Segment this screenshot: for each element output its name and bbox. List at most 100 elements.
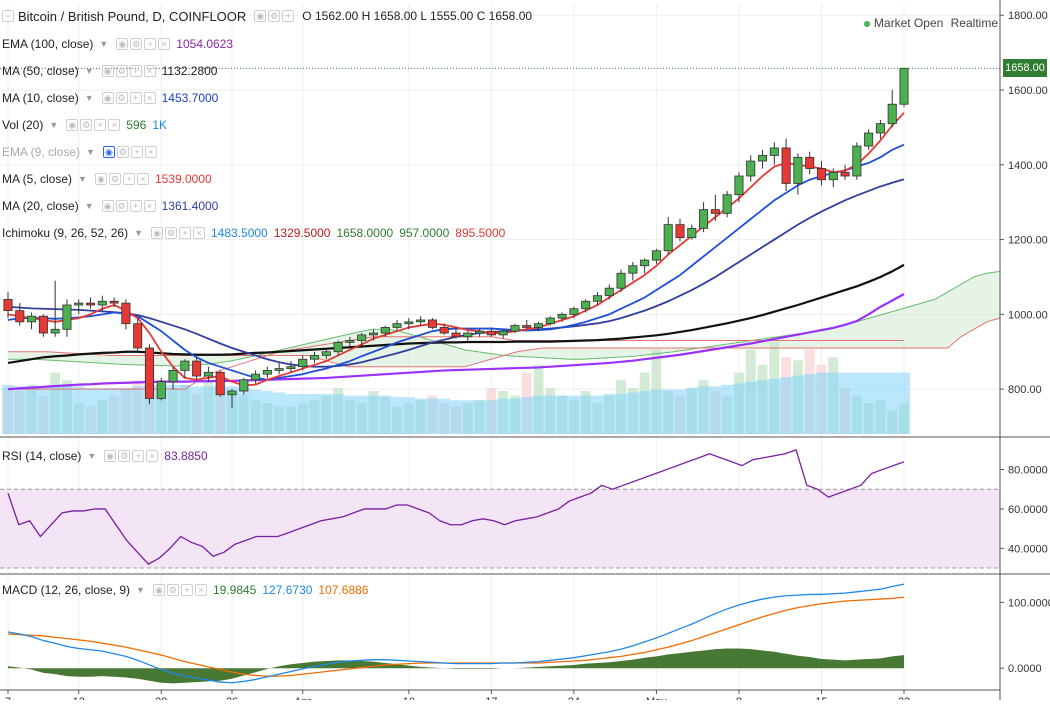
candle [62,299,72,337]
add-icon[interactable]: + [132,450,145,462]
legend-ichimoku: Ichimoku (9, 26, 52, 26) ▼ ◉ ⚙ + × 1483.5000 13… [2,223,505,243]
close-icon[interactable]: × [143,200,156,212]
candle [109,297,119,307]
legend-ema9-name[interactable]: EMA (9, close) [2,145,81,159]
ma50-line [7,263,905,365]
eye-icon[interactable]: ◉ [101,200,114,212]
rsi-name[interactable]: RSI (14, close) [2,449,82,463]
eye-icon[interactable]: ◉ [102,146,115,158]
settings-icon[interactable]: ⚙ [115,92,128,104]
close-icon[interactable]: × [194,584,207,596]
chevron-down-icon[interactable]: ▼ [49,120,59,130]
settings-icon[interactable]: ⚙ [166,584,179,596]
candle-body [758,155,768,162]
eye-icon[interactable]: ◉ [254,10,267,22]
settings-icon[interactable]: ⚙ [80,119,93,131]
legend-ma20-name[interactable]: MA (20, close) [2,199,79,213]
rsi-legend: RSI (14, close) ▼ ◉ ⚙ + × 83.8850 [2,446,208,466]
settings-icon[interactable]: ⚙ [118,450,131,462]
legend-ma50-tools: ◉ ⚙ + × [101,65,156,77]
settings-icon[interactable]: ⚙ [130,38,143,50]
close-icon[interactable]: × [144,146,157,158]
add-icon[interactable]: + [144,38,157,50]
macd-tick-label: 0.0000 [1008,663,1042,675]
legend-ma50-name[interactable]: MA (50, close) [2,64,79,78]
eye-icon[interactable]: ◉ [66,119,79,131]
eye-icon[interactable]: ◉ [101,92,114,104]
candle [769,142,779,165]
symbol-title[interactable]: Bitcoin / British Pound, D, COINFLOOR [18,8,247,24]
chevron-down-icon[interactable]: ▼ [84,66,94,76]
close-icon[interactable]: × [193,227,205,239]
macd-name[interactable]: MACD (12, 26, close, 9) [2,583,131,597]
legend-vol-name[interactable]: Vol (20) [2,118,44,132]
candle-body [557,313,567,319]
settings-icon[interactable]: ⚙ [116,146,129,158]
legend-ma5-name[interactable]: MA (5, close) [2,172,73,186]
settings-icon[interactable]: ⚙ [268,10,281,22]
chevron-down-icon[interactable]: ▼ [78,174,87,184]
chevron-down-icon[interactable]: ▼ [84,93,94,103]
chevron-down-icon[interactable]: ▼ [84,201,94,211]
candle-body [74,302,84,306]
eye-icon[interactable]: ◉ [94,173,107,185]
candle [569,306,579,319]
add-icon[interactable]: + [94,119,107,131]
candle-body [121,302,131,325]
candle-body [368,332,379,336]
legend-ema100-tools: ◉ ⚙ + × [116,38,171,50]
candle-body [192,360,202,377]
chevron-down-icon[interactable]: ▼ [99,39,109,49]
add-icon[interactable]: + [129,200,142,212]
candle [828,168,838,188]
add-icon[interactable]: + [282,10,295,22]
candle [604,284,614,300]
chevron-down-icon[interactable]: ▼ [136,585,145,595]
chevron-down-icon[interactable]: ▼ [86,147,95,157]
legend-ema100-name[interactable]: EMA (100, close) [2,37,94,51]
candle-body [404,321,414,325]
settings-icon[interactable]: ⚙ [108,173,121,185]
candle-body [50,328,60,334]
close-icon[interactable]: × [143,92,156,104]
close-icon[interactable]: × [108,119,121,131]
add-icon[interactable]: + [122,173,135,185]
settings-icon[interactable]: ⚙ [115,65,128,77]
eye-icon[interactable]: ◉ [101,65,114,77]
candle-body [427,319,437,328]
add-icon[interactable]: + [129,65,142,77]
candle [522,319,532,330]
add-icon[interactable]: + [130,146,143,158]
candle-body [545,317,555,325]
close-icon[interactable]: × [143,65,156,77]
last-price-tag: 1658.00 [1003,59,1047,78]
add-icon[interactable]: + [180,584,193,596]
candle-body [298,358,308,368]
settings-icon[interactable]: ⚙ [165,227,177,239]
chevron-down-icon[interactable]: ▼ [134,228,143,238]
close-icon[interactable]: × [158,38,171,50]
legend-ma10-name[interactable]: MA (10, close) [2,91,79,105]
legend-ichimoku-name[interactable]: Ichimoku (9, 26, 52, 26) [2,226,129,240]
candle [687,224,697,240]
chevron-down-icon[interactable]: ▼ [87,451,97,461]
eye-icon[interactable]: ◉ [104,450,117,462]
candle [298,355,308,371]
eye-icon[interactable]: ◉ [116,38,129,50]
candle-body [675,224,685,239]
add-icon[interactable]: + [129,92,142,104]
eye-icon[interactable]: ◉ [151,227,163,239]
candle-body [687,227,697,239]
eye-icon[interactable]: ◉ [152,584,165,596]
candle [734,172,744,203]
candle-body [309,355,320,360]
collapse-icon[interactable]: − [2,10,14,22]
candle-body [640,259,650,267]
close-icon[interactable]: × [146,450,159,462]
settings-icon[interactable]: ⚙ [115,200,128,212]
close-icon[interactable]: × [136,173,149,185]
candle [722,190,732,218]
candle [498,329,508,339]
add-icon[interactable]: + [179,227,191,239]
